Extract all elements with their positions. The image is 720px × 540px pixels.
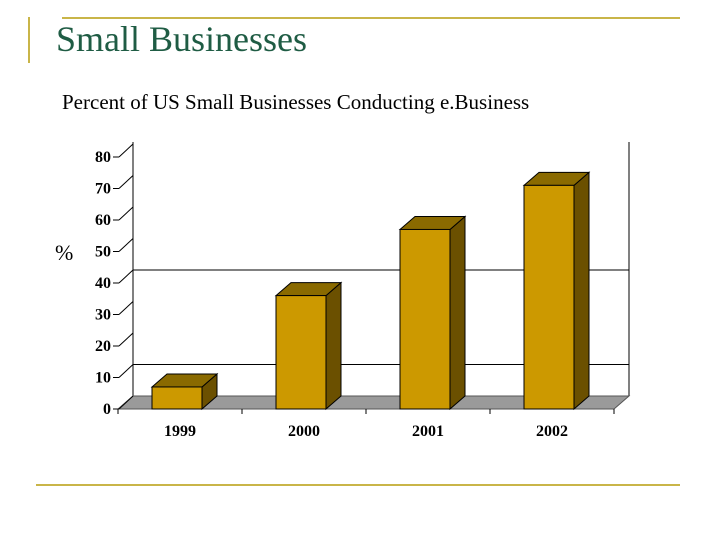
bar-side	[325, 281, 342, 411]
bottom-accent-rule	[36, 484, 680, 486]
y-tick-diagonal	[118, 332, 134, 347]
bar	[151, 386, 203, 410]
y-axis-label: %	[55, 240, 74, 265]
slide-title: Small Businesses	[56, 19, 308, 59]
y-tick-label: 10	[95, 370, 111, 387]
y-tick-diagonal	[118, 206, 134, 221]
y-tick-diagonal	[118, 269, 134, 284]
y-tick-label: 80	[95, 149, 111, 166]
bar	[275, 295, 327, 410]
bar-side	[573, 171, 590, 411]
y-tick-label: 40	[95, 275, 111, 292]
y-tick-label: 50	[95, 244, 111, 261]
y-tick-diagonal	[118, 301, 134, 315]
y-tick-label: 30	[95, 307, 111, 324]
y-tick-diagonal	[118, 143, 134, 158]
bar	[399, 228, 451, 410]
y-tick-label: 60	[95, 212, 111, 229]
y-tick-diagonal	[118, 395, 134, 410]
chart-title: Percent of US Small Businesses Conductin…	[62, 90, 530, 114]
top-accent-rule	[62, 17, 680, 19]
bar-side	[449, 215, 466, 411]
left-accent-rule	[28, 17, 30, 63]
x-tick-label: 2001	[412, 423, 444, 440]
x-tick-label: 2000	[288, 423, 320, 440]
y-tick-diagonal	[118, 175, 134, 189]
y-tick-label: 70	[95, 181, 111, 198]
y-tick-label: 0	[103, 401, 111, 418]
y-tick-diagonal	[118, 238, 134, 252]
y-tick-diagonal	[118, 364, 134, 378]
x-tick-label: 1999	[164, 423, 196, 440]
y-tick-label: 20	[95, 338, 111, 355]
bar	[523, 184, 575, 410]
x-tick-label: 2002	[536, 423, 568, 440]
